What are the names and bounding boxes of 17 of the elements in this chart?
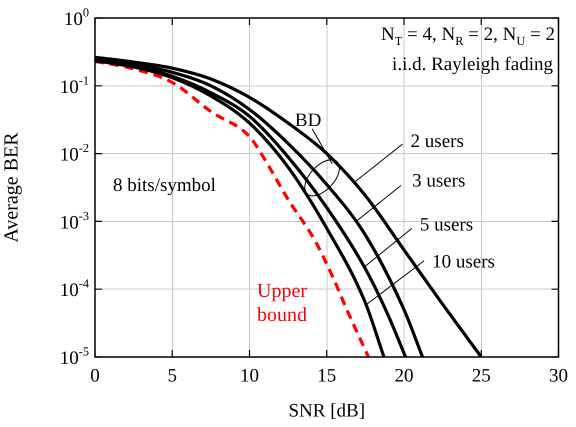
x-tick-label: 30 xyxy=(549,365,568,386)
annotation: 5 users xyxy=(420,214,474,236)
annotation: 10 users xyxy=(432,252,495,273)
x-tick-label: 5 xyxy=(168,365,177,386)
annotation: BD xyxy=(294,110,322,131)
x-tick-label: 10 xyxy=(240,365,259,386)
x-tick-label: 0 xyxy=(90,365,100,386)
annotation: i.i.d. Rayleigh fading xyxy=(392,54,554,75)
x-tick-label: 20 xyxy=(394,365,414,386)
x-axis-title: SNR [dB] xyxy=(288,400,366,422)
x-tick-label: 25 xyxy=(472,365,491,386)
annotation: 2 users xyxy=(410,131,464,152)
annotation: 8 bits/symbol xyxy=(113,175,216,196)
annotation: Upper bound xyxy=(257,280,308,326)
x-tick-label: 15 xyxy=(317,365,336,386)
annotation: 3 users xyxy=(412,170,466,192)
y-axis-title: Average BER xyxy=(0,132,22,243)
